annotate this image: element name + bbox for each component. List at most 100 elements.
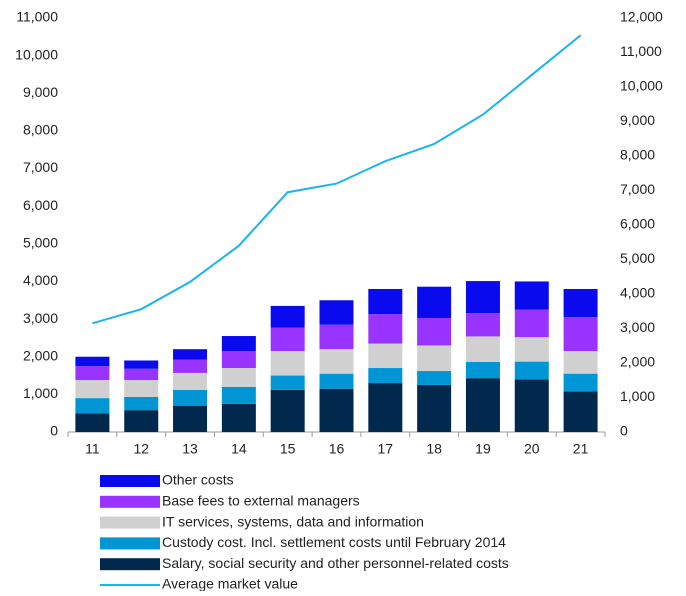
bar-segment: [368, 314, 403, 344]
y-tick-label: 7,000: [620, 181, 655, 197]
bar-segment: [563, 391, 598, 432]
bar-segment: [75, 413, 110, 432]
y-tick-label: 7,000: [23, 159, 58, 175]
bar-segment: [270, 375, 305, 390]
bar-segment: [75, 380, 110, 399]
bar-segment: [319, 324, 354, 350]
y-tick-label: 10,000: [620, 78, 663, 94]
bar-segment: [563, 373, 598, 392]
y-tick-label: 6,000: [23, 197, 58, 213]
bar-segment: [319, 373, 354, 389]
bar-segment: [368, 288, 403, 315]
legend-label: Other costs: [162, 472, 234, 488]
bar-segment: [368, 368, 403, 384]
bar-segment: [417, 345, 452, 372]
bar-segment: [124, 410, 159, 432]
y-tick-label: 1,000: [620, 388, 655, 404]
y-tick-label: 8,000: [23, 122, 58, 138]
legend-swatch: [100, 516, 160, 529]
y-tick-label: 1,000: [23, 385, 58, 401]
bar-segment: [368, 343, 403, 369]
y-tick-label: 4,000: [620, 285, 655, 301]
legend-swatch: [100, 495, 160, 508]
y-tick-label: 4,000: [23, 272, 58, 288]
bar-segment: [514, 281, 549, 310]
bar-segment: [173, 372, 208, 390]
bar-segment: [270, 327, 305, 352]
bar-segment: [221, 386, 256, 404]
x-tick-label: 11: [85, 441, 100, 457]
bar-segment: [221, 351, 256, 369]
bar-segment: [75, 366, 110, 381]
y-tick-label: 10,000: [15, 46, 58, 62]
legend-label: Base fees to external managers: [162, 493, 360, 509]
y-tick-label: 3,000: [620, 319, 655, 335]
bar-segment: [124, 360, 159, 369]
legend-swatch: [100, 475, 160, 487]
x-tick-label: 18: [426, 441, 442, 457]
bar-segment: [221, 368, 256, 387]
bar-segment: [417, 371, 452, 385]
x-tick-label: 20: [524, 441, 540, 457]
y-tick-label: 11,000: [16, 9, 58, 25]
legend-label: Average market value: [162, 576, 298, 591]
bar-segment: [173, 389, 208, 406]
y-tick-label: 9,000: [23, 84, 58, 100]
y-tick-label: 3,000: [23, 310, 58, 326]
bar-segment: [368, 383, 403, 432]
bar-segment: [270, 305, 305, 328]
bar-segment: [563, 351, 598, 374]
x-tick-label: 14: [231, 441, 247, 457]
bar-segment: [563, 317, 598, 352]
legend-swatch: [100, 537, 160, 550]
bar-segment: [514, 309, 549, 338]
y-tick-label: 0: [50, 423, 58, 439]
bar-segment: [124, 380, 159, 397]
bar-segment: [221, 336, 256, 352]
bar-segment: [417, 317, 452, 346]
y-tick-label: 8,000: [620, 147, 655, 163]
y-tick-label: 5,000: [620, 250, 655, 266]
bar-segment: [75, 356, 110, 367]
bar-segment: [514, 379, 549, 432]
x-tick-label: 12: [133, 441, 149, 457]
x-tick-label: 21: [573, 441, 589, 457]
line: [92, 34, 582, 325]
legend-swatch: [100, 558, 160, 571]
bar-segment: [124, 368, 159, 381]
bar-segment: [465, 361, 500, 379]
bar-segment: [417, 286, 452, 318]
bar-segment: [417, 384, 452, 432]
y-tick-label: 5,000: [23, 235, 58, 251]
x-tick-label: 19: [475, 441, 491, 457]
y-tick-label: 0: [620, 423, 628, 439]
legend-label: IT services, systems, data and informati…: [162, 513, 424, 529]
bar-segment: [319, 349, 354, 374]
y-tick-label: 2,000: [23, 347, 58, 363]
x-tick-label: 15: [280, 441, 296, 457]
x-tick-label: 16: [329, 441, 345, 457]
x-tick-label: 17: [378, 441, 394, 457]
bar-segment: [221, 403, 256, 432]
bar-segment: [319, 388, 354, 432]
bar-segment: [563, 288, 598, 318]
bar-segment: [465, 378, 500, 432]
bar-segment: [465, 336, 500, 362]
bar-segment: [514, 337, 549, 362]
bar-segment: [173, 359, 208, 373]
bar-segment: [173, 349, 208, 360]
y-tick-label: 6,000: [620, 216, 655, 232]
bar-segment: [319, 300, 354, 325]
x-tick-label: 13: [182, 441, 198, 457]
y-tick-label: 2,000: [620, 354, 655, 370]
bar-segment: [270, 389, 305, 432]
y-tick-label: 9,000: [620, 112, 655, 128]
y-tick-label: 11,000: [620, 43, 662, 59]
bar-segment: [514, 361, 549, 380]
bar-segment: [270, 351, 305, 376]
legend-label: Custody cost. Incl. settlement costs unt…: [162, 534, 506, 550]
bar-segment: [465, 313, 500, 337]
bar-segment: [124, 396, 159, 411]
legend-label: Salary, social security and other person…: [162, 555, 509, 571]
